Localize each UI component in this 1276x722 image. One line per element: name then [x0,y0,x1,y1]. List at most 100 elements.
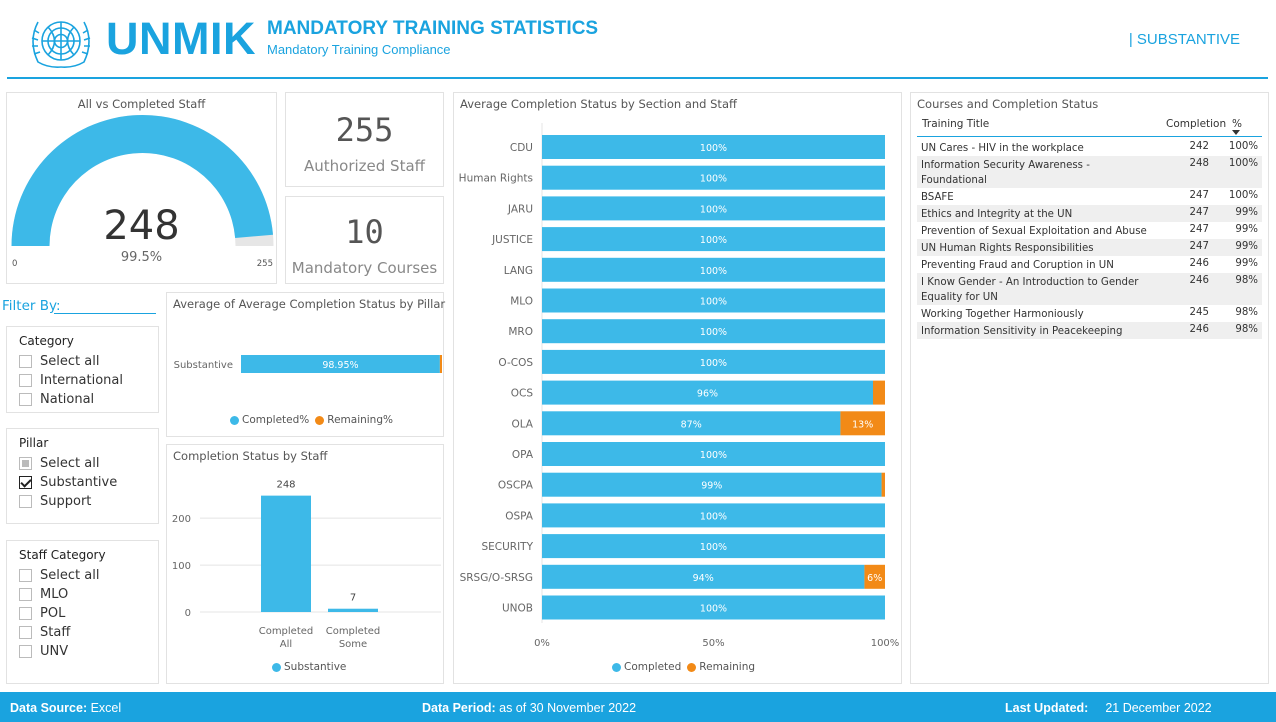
bar-completed[interactable] [542,288,885,313]
option-label: Select all [40,354,100,369]
bar-completed[interactable] [542,165,885,190]
data-label: 6% [867,573,882,584]
gauge-fill [11,114,274,246]
slicer-option-mlo[interactable]: MLO [19,585,68,604]
legend-label: Remaining [699,661,756,673]
slicer-option-international[interactable]: International [19,371,123,390]
checkbox[interactable] [19,607,32,620]
bar[interactable] [261,495,311,612]
chart-title: Completion Status by Staff [173,449,328,463]
courses-table-card[interactable]: Courses and Completion Status Training T… [910,92,1269,684]
checkbox[interactable] [19,374,32,387]
cell-completion: 242 [1189,141,1209,152]
slicer-option-staff[interactable]: Staff [19,623,70,642]
bar-completed[interactable] [542,349,885,374]
checkbox[interactable] [19,645,32,658]
data-label: 100% [700,204,727,215]
slicer-option-select-all[interactable]: Select all [19,566,99,585]
option-label: Staff [40,625,71,640]
table-row[interactable]: UN Cares - HIV in the workplace 242 100% [917,139,1262,156]
bar-completed[interactable] [542,564,865,589]
cell-completion: 247 [1189,190,1209,201]
cell-percent: 98% [1235,275,1258,286]
slicer-option-select-all[interactable]: Select all [19,454,99,473]
slicer-option-pol[interactable]: POL [19,604,65,623]
staff-chart-card[interactable]: Completion Status by Staff 0 100 200 248 Com… [166,444,444,684]
bar-completed[interactable] [542,380,873,405]
footer-period-label: Data Period: [422,701,496,715]
category-label: SRSG/O-SRSG [460,572,533,584]
checkbox[interactable] [19,355,32,368]
bar-completed[interactable] [542,319,885,344]
bar-completed[interactable] [542,135,885,159]
option-label: UNV [40,644,69,659]
bar-completed[interactable] [542,595,885,620]
checkbox[interactable] [19,495,32,508]
slicer-option-substantive[interactable]: Substantive [19,473,117,492]
category-label: SECURITY [481,541,533,553]
bar-completed[interactable] [241,355,440,373]
bar-completed[interactable] [542,472,882,497]
checkbox[interactable] [19,588,32,601]
table-row[interactable]: Prevention of Sexual Exploitation and Ab… [917,222,1262,239]
bar-remaining[interactable] [439,355,442,373]
legend-dot-substantive [272,662,281,672]
bar-completed[interactable] [542,442,885,466]
chart-title: Average of Average Completion Status by … [173,297,446,311]
sort-desc-icon[interactable] [1232,130,1240,136]
column-header-completion[interactable]: Completion [1166,118,1227,130]
legend-dot-remaining [687,662,697,672]
cell-completion: 246 [1189,324,1209,335]
column-header-percent[interactable]: % [1232,118,1242,130]
option-label: MLO [40,587,69,602]
bar-completed[interactable] [542,196,885,221]
slicer-pillar: Pillar Select all Substantive Support [6,428,159,524]
kpi-mandatory-courses[interactable]: 10 Mandatory Courses [285,196,444,284]
data-label: 98.95% [322,360,358,371]
gauge-card[interactable]: All vs Completed Staff 248 99.5% 0 255 [6,92,277,284]
slicer-option-national[interactable]: National [19,390,94,409]
table-row[interactable]: UN Human Rights Responsibilities 247 99% [917,239,1262,256]
checkbox[interactable] [19,457,32,470]
table-row[interactable]: Preventing Fraud and Coruption in UN 246 9… [917,256,1262,273]
kpi-authorized-staff[interactable]: 255 Authorized Staff [285,92,444,187]
table-row[interactable]: BSAFE 247 100% [917,188,1262,205]
slicer-title: Pillar [19,436,49,450]
table-row[interactable]: Ethics and Integrity at the UN 247 99% [917,205,1262,222]
bar-remaining[interactable] [840,411,885,436]
data-label: 100% [700,297,727,308]
legend-label: Remaining% [327,414,393,426]
checkbox[interactable] [19,626,32,639]
slicer-staff-category: Staff Category Select all MLO POL Staff … [6,540,159,684]
bar-remaining[interactable] [864,564,885,589]
checkbox[interactable] [19,476,32,489]
bar-completed[interactable] [542,534,885,559]
kpi-value: 255 [335,111,394,149]
bar-completed[interactable] [542,411,841,436]
cell-percent: 99% [1235,224,1258,235]
category-label: LANG [504,265,533,277]
column-header-title[interactable]: Training Title [922,118,990,130]
slicer-option-select-all[interactable]: Select all [19,352,99,371]
bar[interactable] [328,608,378,612]
bar-remaining[interactable] [881,472,885,497]
slicer-option-unv[interactable]: UNV [19,642,68,661]
table-row[interactable]: Information Sensitivity in Peacekeeping 2… [917,322,1262,339]
table-row[interactable]: Information Security Awareness - Foundat… [917,156,1262,188]
bar-completed[interactable] [542,227,885,252]
data-label: 100% [700,143,727,154]
checkbox[interactable] [19,393,32,406]
slicer-option-support[interactable]: Support [19,492,91,511]
data-label: 100% [700,235,727,246]
section-chart-card[interactable]: Average Completion Status by Section and… [453,92,902,684]
table-row[interactable]: Working Together Harmoniously 245 98% [917,305,1262,322]
bar-completed[interactable] [542,257,885,282]
table-row[interactable]: I Know Gender - An Introduction to Gende… [917,273,1262,305]
x-tick-label: Some [339,639,367,650]
pillar-chart-card[interactable]: Average of Average Completion Status by … [166,292,446,437]
data-label: 99% [701,481,722,492]
bar-remaining[interactable] [872,380,885,405]
bar-completed[interactable] [542,503,885,528]
checkbox[interactable] [19,569,32,582]
x-tick-label: Completed [259,626,314,637]
